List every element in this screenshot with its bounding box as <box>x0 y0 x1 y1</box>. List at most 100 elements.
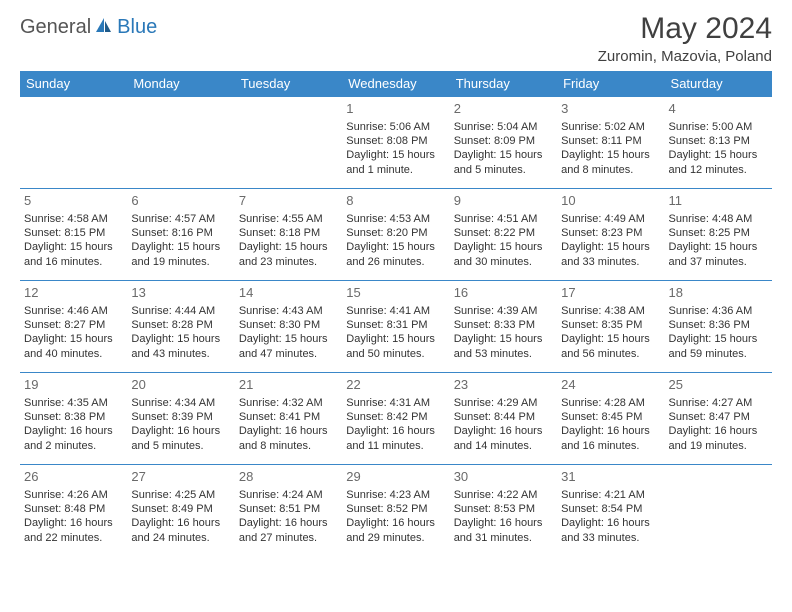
calendar-day-cell: 21 Sunrise: 4:32 AMSunset: 8:41 PMDayligh… <box>235 373 342 465</box>
location-text: Zuromin, Mazovia, Poland <box>598 48 772 65</box>
day-info: Sunrise: 4:22 AMSunset: 8:53 PMDaylight:… <box>454 488 553 545</box>
calendar-empty-cell <box>235 97 342 189</box>
day-number: 18 <box>669 285 768 302</box>
day-number: 25 <box>669 377 768 394</box>
calendar-week-row: 1 Sunrise: 5:06 AMSunset: 8:08 PMDaylight… <box>20 97 772 189</box>
day-header: Saturday <box>665 71 772 97</box>
day-info: Sunrise: 4:43 AMSunset: 8:30 PMDaylight:… <box>239 304 338 361</box>
calendar-day-cell: 30 Sunrise: 4:22 AMSunset: 8:53 PMDayligh… <box>450 465 557 557</box>
day-info: Sunrise: 4:58 AMSunset: 8:15 PMDaylight:… <box>24 212 123 269</box>
day-info: Sunrise: 4:24 AMSunset: 8:51 PMDaylight:… <box>239 488 338 545</box>
day-header: Wednesday <box>342 71 449 97</box>
calendar-day-cell: 2Sunrise: 5:04 AMSunset: 8:09 PMDaylight… <box>450 97 557 189</box>
calendar-empty-cell <box>20 97 127 189</box>
day-info: Sunrise: 4:23 AMSunset: 8:52 PMDaylight:… <box>346 488 445 545</box>
month-title: May 2024 <box>598 12 772 46</box>
logo-sail-icon <box>94 16 114 39</box>
day-info: Sunrise: 5:04 AMSunset: 8:09 PMDaylight:… <box>454 120 553 177</box>
day-info: Sunrise: 4:27 AMSunset: 8:47 PMDaylight:… <box>669 396 768 453</box>
day-info: Sunrise: 4:44 AMSunset: 8:28 PMDaylight:… <box>131 304 230 361</box>
day-info: Sunrise: 4:55 AMSunset: 8:18 PMDaylight:… <box>239 212 338 269</box>
day-number: 15 <box>346 285 445 302</box>
calendar-day-cell: 1 Sunrise: 5:06 AMSunset: 8:08 PMDaylight… <box>342 97 449 189</box>
day-info: Sunrise: 4:53 AMSunset: 8:20 PMDaylight:… <box>346 212 445 269</box>
calendar-empty-cell <box>127 97 234 189</box>
day-info: Sunrise: 5:00 AMSunset: 8:13 PMDaylight:… <box>669 120 768 177</box>
day-number: 21 <box>239 377 338 394</box>
day-header: Tuesday <box>235 71 342 97</box>
day-info: Sunrise: 4:48 AMSunset: 8:25 PMDaylight:… <box>669 212 768 269</box>
calendar-day-cell: 6 Sunrise: 4:57 AMSunset: 8:16 PMDaylight… <box>127 189 234 281</box>
day-number: 3 <box>561 101 660 118</box>
day-info: Sunrise: 4:32 AMSunset: 8:41 PMDaylight:… <box>239 396 338 453</box>
day-info: Sunrise: 4:36 AMSunset: 8:36 PMDaylight:… <box>669 304 768 361</box>
day-number: 6 <box>131 193 230 210</box>
calendar-day-cell: 27 Sunrise: 4:25 AMSunset: 8:49 PMDayligh… <box>127 465 234 557</box>
day-info: Sunrise: 4:28 AMSunset: 8:45 PMDaylight:… <box>561 396 660 453</box>
calendar-day-cell: 14Sunrise: 4:43 AMSunset: 8:30 PMDayligh… <box>235 281 342 373</box>
day-number: 26 <box>24 469 123 486</box>
calendar-day-cell: 22Sunrise: 4:31 AMSunset: 8:42 PMDayligh… <box>342 373 449 465</box>
day-info: Sunrise: 4:26 AMSunset: 8:48 PMDaylight:… <box>24 488 123 545</box>
calendar-day-cell: 13Sunrise: 4:44 AMSunset: 8:28 PMDayligh… <box>127 281 234 373</box>
calendar-day-cell: 11Sunrise: 4:48 AMSunset: 8:25 PMDayligh… <box>665 189 772 281</box>
calendar-day-cell: 28 Sunrise: 4:24 AMSunset: 8:51 PMDayligh… <box>235 465 342 557</box>
day-number: 24 <box>561 377 660 394</box>
day-number: 1 <box>346 101 445 118</box>
day-info: Sunrise: 4:51 AMSunset: 8:22 PMDaylight:… <box>454 212 553 269</box>
calendar-day-cell: 8Sunrise: 4:53 AMSunset: 8:20 PMDaylight… <box>342 189 449 281</box>
day-number: 16 <box>454 285 553 302</box>
calendar-day-cell: 5 Sunrise: 4:58 AMSunset: 8:15 PMDaylight… <box>20 189 127 281</box>
calendar-day-cell: 15 Sunrise: 4:41 AMSunset: 8:31 PMDayligh… <box>342 281 449 373</box>
brand-part2: Blue <box>117 16 157 39</box>
calendar-day-cell: 24 Sunrise: 4:28 AMSunset: 8:45 PMDayligh… <box>557 373 664 465</box>
day-number: 20 <box>131 377 230 394</box>
day-header-row: SundayMondayTuesdayWednesdayThursdayFrid… <box>20 71 772 97</box>
day-info: Sunrise: 4:38 AMSunset: 8:35 PMDaylight:… <box>561 304 660 361</box>
calendar-day-cell: 19 Sunrise: 4:35 AMSunset: 8:38 PMDayligh… <box>20 373 127 465</box>
day-header: Sunday <box>20 71 127 97</box>
calendar-day-cell: 9Sunrise: 4:51 AMSunset: 8:22 PMDaylight… <box>450 189 557 281</box>
day-info: Sunrise: 4:39 AMSunset: 8:33 PMDaylight:… <box>454 304 553 361</box>
calendar-day-cell: 20 Sunrise: 4:34 AMSunset: 8:39 PMDayligh… <box>127 373 234 465</box>
header: General Blue May 2024 Zuromin, Mazovia, … <box>20 12 772 65</box>
calendar-day-cell: 16 Sunrise: 4:39 AMSunset: 8:33 PMDayligh… <box>450 281 557 373</box>
day-info: Sunrise: 4:49 AMSunset: 8:23 PMDaylight:… <box>561 212 660 269</box>
calendar-day-cell: 4Sunrise: 5:00 AMSunset: 8:13 PMDaylight… <box>665 97 772 189</box>
day-number: 7 <box>239 193 338 210</box>
day-info: Sunrise: 4:46 AMSunset: 8:27 PMDaylight:… <box>24 304 123 361</box>
calendar-week-row: 26 Sunrise: 4:26 AMSunset: 8:48 PMDayligh… <box>20 465 772 557</box>
brand-logo: General Blue <box>20 12 157 39</box>
day-number: 17 <box>561 285 660 302</box>
day-info: Sunrise: 4:35 AMSunset: 8:38 PMDaylight:… <box>24 396 123 453</box>
calendar-day-cell: 25 Sunrise: 4:27 AMSunset: 8:47 PMDayligh… <box>665 373 772 465</box>
day-header: Friday <box>557 71 664 97</box>
day-number: 5 <box>24 193 123 210</box>
day-info: Sunrise: 5:02 AMSunset: 8:11 PMDaylight:… <box>561 120 660 177</box>
day-number: 27 <box>131 469 230 486</box>
calendar-day-cell: 18 Sunrise: 4:36 AMSunset: 8:36 PMDayligh… <box>665 281 772 373</box>
calendar-week-row: 12Sunrise: 4:46 AMSunset: 8:27 PMDayligh… <box>20 281 772 373</box>
day-info: Sunrise: 4:34 AMSunset: 8:39 PMDaylight:… <box>131 396 230 453</box>
day-number: 30 <box>454 469 553 486</box>
calendar-body: 1 Sunrise: 5:06 AMSunset: 8:08 PMDaylight… <box>20 97 772 557</box>
day-header: Monday <box>127 71 234 97</box>
calendar-day-cell: 7 Sunrise: 4:55 AMSunset: 8:18 PMDaylight… <box>235 189 342 281</box>
day-number: 10 <box>561 193 660 210</box>
day-info: Sunrise: 4:29 AMSunset: 8:44 PMDaylight:… <box>454 396 553 453</box>
day-info: Sunrise: 5:06 AMSunset: 8:08 PMDaylight:… <box>346 120 445 177</box>
calendar-empty-cell <box>665 465 772 557</box>
calendar-day-cell: 12Sunrise: 4:46 AMSunset: 8:27 PMDayligh… <box>20 281 127 373</box>
day-info: Sunrise: 4:41 AMSunset: 8:31 PMDaylight:… <box>346 304 445 361</box>
calendar-table: SundayMondayTuesdayWednesdayThursdayFrid… <box>20 71 772 557</box>
calendar-day-cell: 26 Sunrise: 4:26 AMSunset: 8:48 PMDayligh… <box>20 465 127 557</box>
day-info: Sunrise: 4:57 AMSunset: 8:16 PMDaylight:… <box>131 212 230 269</box>
calendar-day-cell: 23Sunrise: 4:29 AMSunset: 8:44 PMDayligh… <box>450 373 557 465</box>
title-block: May 2024 Zuromin, Mazovia, Poland <box>598 12 772 65</box>
day-info: Sunrise: 4:25 AMSunset: 8:49 PMDaylight:… <box>131 488 230 545</box>
day-number: 31 <box>561 469 660 486</box>
day-number: 29 <box>346 469 445 486</box>
day-number: 19 <box>24 377 123 394</box>
day-number: 28 <box>239 469 338 486</box>
day-info: Sunrise: 4:31 AMSunset: 8:42 PMDaylight:… <box>346 396 445 453</box>
